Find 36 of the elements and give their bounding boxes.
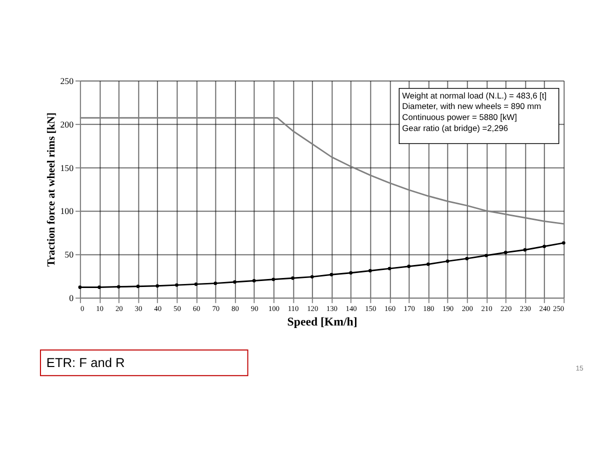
y-tick-label: 100 (60, 206, 74, 216)
point (407, 264, 411, 268)
point (78, 286, 82, 289)
point (542, 244, 546, 248)
y-tick-label: 50 (64, 250, 74, 260)
point (523, 248, 527, 252)
point (484, 254, 488, 258)
point (136, 284, 140, 288)
point (214, 282, 218, 286)
point (562, 241, 566, 245)
point (156, 284, 160, 288)
point (116, 285, 120, 288)
point (291, 276, 294, 280)
point (426, 262, 430, 266)
point (98, 286, 102, 289)
y-tick-label: 150 (60, 162, 74, 173)
x-axis-title: Speed [Km/h] (287, 314, 358, 328)
point (349, 271, 353, 275)
text: ETR: F and R (46, 354, 125, 370)
point (446, 259, 450, 263)
annotation: Weight at normal load (N.L.) = 483,6 [t] Diameter, with new wheels = 890 mm Continuous power = 5880 [kW] Gear ratio (at bridge) =2,296 (402, 90, 547, 133)
y-axis-title: Traction force at wheel rims [kN] (45, 112, 58, 267)
point (504, 250, 508, 254)
point (174, 283, 178, 287)
point (272, 278, 276, 282)
y-tick-label: 200 (60, 119, 74, 130)
point (252, 279, 256, 282)
point (368, 269, 372, 272)
point (388, 266, 392, 270)
point (330, 272, 334, 276)
y-tick-label: 0 (69, 293, 74, 304)
y-tick-label: 250 (60, 76, 74, 86)
point (233, 280, 236, 284)
point (310, 275, 314, 279)
point (194, 282, 198, 286)
point (465, 256, 469, 260)
